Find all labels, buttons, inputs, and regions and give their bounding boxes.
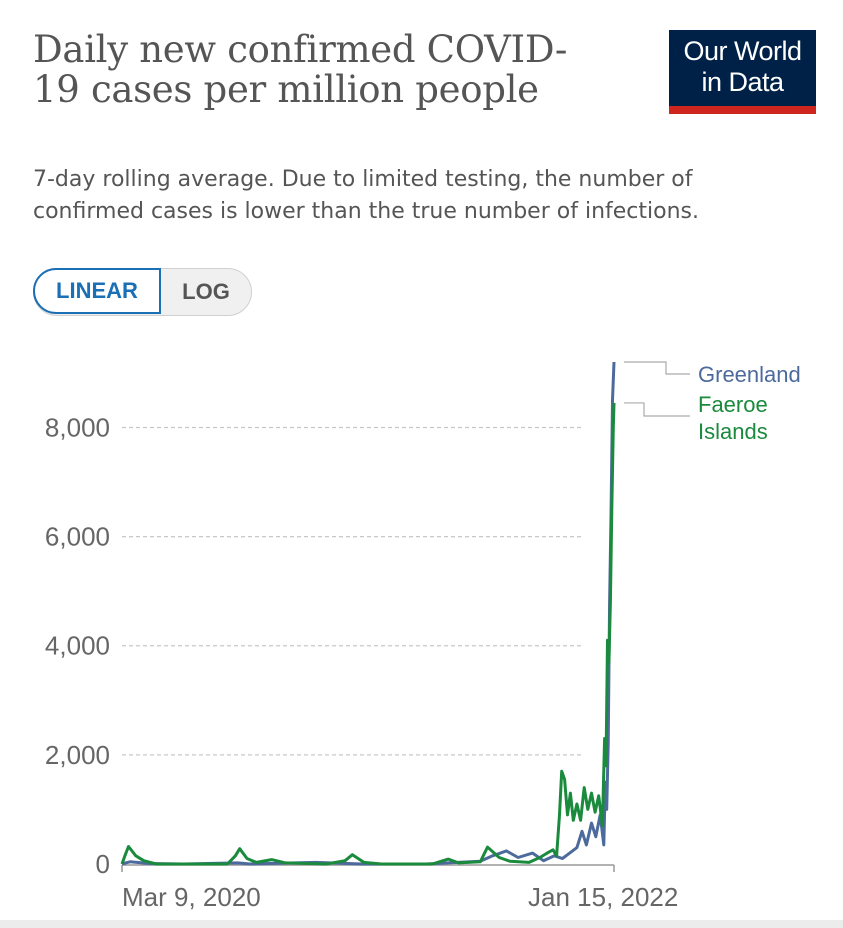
legend-word: Islands [698, 419, 768, 444]
legend-connector-faeroe [624, 402, 690, 417]
logo-line-1: Our World [683, 36, 802, 66]
y-tick-label: 0 [96, 849, 110, 879]
legend: Greenland Faeroe Islands [624, 361, 801, 444]
scale-toggle: LINEAR LOG [33, 268, 252, 316]
footer-bar [0, 920, 843, 928]
chart-title: Daily new confirmed COVID-19 cases per m… [33, 28, 568, 111]
x-tick-label: Jan 15, 2022 [528, 882, 678, 912]
y-tick-label: 6,000 [45, 522, 110, 552]
series-lines [120, 361, 616, 866]
legend-word: Faeroe [698, 392, 768, 417]
owid-logo[interactable]: Our World in Data [669, 30, 816, 114]
y-axis-ticks: 0 2,000 4,000 6,000 8,000 [45, 412, 110, 879]
x-tick-label: Mar 9, 2020 [122, 882, 261, 912]
line-chart: 0 2,000 4,000 6,000 8,000 Mar 9, 2020 Jan 15,… [45, 361, 801, 912]
y-tick-label: 4,000 [45, 631, 110, 661]
y-tick-label: 8,000 [45, 412, 110, 442]
linear-scale-button[interactable]: LINEAR [33, 268, 161, 314]
legend-faeroe-islands[interactable]: Faeroe Islands [698, 392, 768, 444]
series-line-faeroe-islands[interactable] [120, 402, 616, 866]
grid-lines [122, 426, 584, 756]
chart-subtitle: 7-day rolling average. Due to limited te… [33, 167, 699, 224]
legend-connector-greenland [624, 361, 690, 375]
y-tick-label: 2,000 [45, 740, 110, 770]
logo-line-2: in Data [701, 67, 784, 97]
series-line-greenland[interactable] [121, 361, 616, 866]
x-axis: Mar 9, 2020 Jan 15, 2022 [121, 864, 678, 912]
log-scale-button[interactable]: LOG [182, 279, 230, 304]
legend-greenland[interactable]: Greenland [698, 362, 801, 387]
